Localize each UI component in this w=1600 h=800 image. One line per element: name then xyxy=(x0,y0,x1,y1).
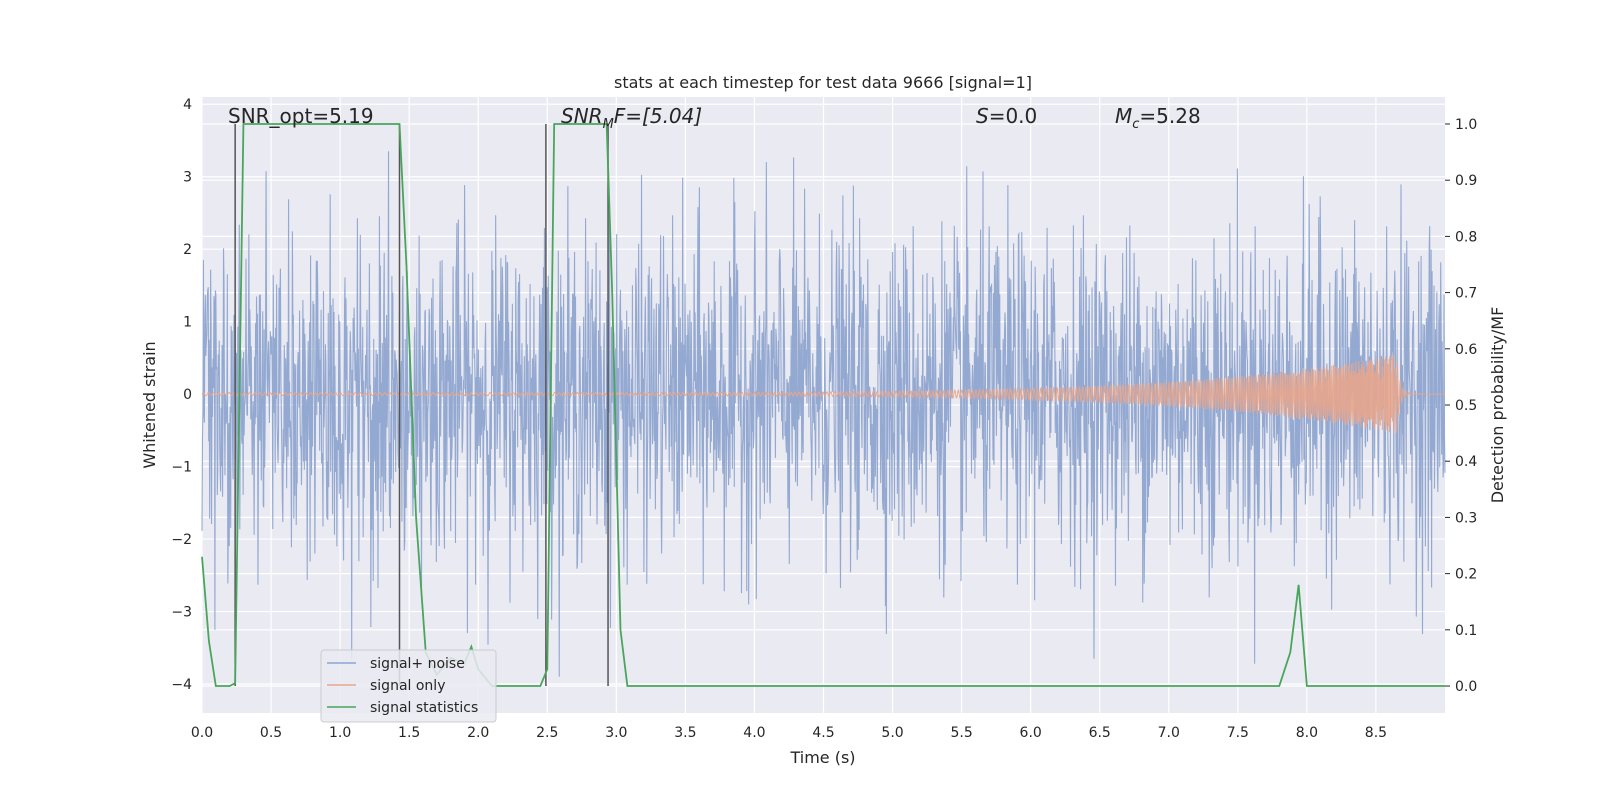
snr-mf-rest: F=[5.04] xyxy=(614,104,702,128)
right-y-axis-label: Detection probability/MF xyxy=(1488,307,1507,504)
legend-box xyxy=(320,649,497,723)
x-tick-label: 8.0 xyxy=(1296,725,1318,741)
signal-only-line xyxy=(201,354,1445,434)
right-y-tick-label: 0.5 xyxy=(1455,398,1477,414)
x-tick-label: 4.5 xyxy=(812,725,834,741)
y-tick-label: −2 xyxy=(171,532,192,548)
signal-only-series xyxy=(201,354,1445,434)
y-axis-ticks: 4 3 2 1 0 −1 −2 −3 −4 xyxy=(171,97,192,693)
right-y-tick-label: 0.1 xyxy=(1455,623,1477,639)
x-tick-label: 3.5 xyxy=(674,725,696,741)
right-y-tick-label: 0.4 xyxy=(1455,454,1477,470)
x-axis-ticks: 0.0 0.5 1.0 1.5 2.0 2.5 3.0 3.5 4.0 4.5 5.0 5.5 6.0 6… xyxy=(191,725,1387,741)
annotation-s: S=0.0 xyxy=(976,104,1037,128)
snr-mf-sub: M xyxy=(603,117,614,132)
x-tick-label: 2.0 xyxy=(467,725,489,741)
signal-noise-series xyxy=(201,151,1446,677)
right-y-tick-label: 0.7 xyxy=(1455,286,1477,302)
x-tick-label: 5.0 xyxy=(881,725,903,741)
x-tick-label: 5.5 xyxy=(950,725,972,741)
x-tick-label: 8.5 xyxy=(1365,725,1387,741)
right-y-tick-label: 0.3 xyxy=(1455,510,1477,526)
right-y-tick-label: 0.6 xyxy=(1455,342,1477,358)
mc-sub: c xyxy=(1132,117,1139,132)
x-tick-label: 6.5 xyxy=(1089,725,1111,741)
s-rest: =0.0 xyxy=(989,104,1038,128)
mc-base: M xyxy=(1115,104,1132,128)
legend-label-signal-statistics: signal statistics xyxy=(370,700,478,716)
y-tick-label: 4 xyxy=(183,97,192,113)
annotation-snr-mf: SNRMF=[5.04] xyxy=(561,104,702,132)
y-tick-label: 1 xyxy=(183,315,192,331)
s-italic: S xyxy=(976,104,989,128)
right-y-axis-ticks: 1.0 0.9 0.8 0.7 0.6 0.5 0.4 0.3 0.2 0.1 0.0 xyxy=(1445,117,1477,695)
x-tick-label: 7.5 xyxy=(1227,725,1249,741)
y-tick-label: 2 xyxy=(183,242,192,258)
vertical-markers xyxy=(234,123,609,687)
right-y-tick-label: 0.8 xyxy=(1455,229,1477,245)
right-y-tick-label: 0.0 xyxy=(1455,679,1477,695)
x-tick-label: 0.5 xyxy=(260,725,282,741)
y-tick-label: 0 xyxy=(183,387,192,403)
y-axis-label: Whitened strain xyxy=(140,341,159,468)
legend: signal+ noise signal only signal statist… xyxy=(320,649,497,723)
x-tick-label: 1.0 xyxy=(329,725,351,741)
mc-rest: =5.28 xyxy=(1139,104,1200,128)
legend-label-signal-noise: signal+ noise xyxy=(370,656,465,672)
y-tick-label: −3 xyxy=(171,605,192,621)
snr-mf-base: SNR xyxy=(561,104,603,128)
x-axis-label: Time (s) xyxy=(789,748,855,767)
chart-title: stats at each timestep for test data 966… xyxy=(614,73,1032,92)
annotation-mc: Mc=5.28 xyxy=(1115,104,1201,132)
x-tick-label: 4.0 xyxy=(743,725,765,741)
legend-label-signal-only: signal only xyxy=(370,678,445,694)
x-tick-label: 6.0 xyxy=(1020,725,1042,741)
right-y-tick-label: 0.9 xyxy=(1455,173,1477,189)
right-y-tick-label: 0.2 xyxy=(1455,567,1477,583)
x-tick-label: 0.0 xyxy=(191,725,213,741)
y-tick-label: −4 xyxy=(171,677,192,693)
x-tick-label: 7.0 xyxy=(1158,725,1180,741)
x-tick-label: 2.5 xyxy=(536,725,558,741)
x-tick-label: 1.5 xyxy=(398,725,420,741)
y-tick-label: −1 xyxy=(171,460,192,476)
right-y-tick-label: 1.0 xyxy=(1455,117,1477,133)
x-tick-label: 3.0 xyxy=(605,725,627,741)
signal-noise-line xyxy=(201,151,1446,677)
annotation-snr-opt: SNR_opt=5.19 xyxy=(228,104,374,128)
y-tick-label: 3 xyxy=(183,170,192,186)
